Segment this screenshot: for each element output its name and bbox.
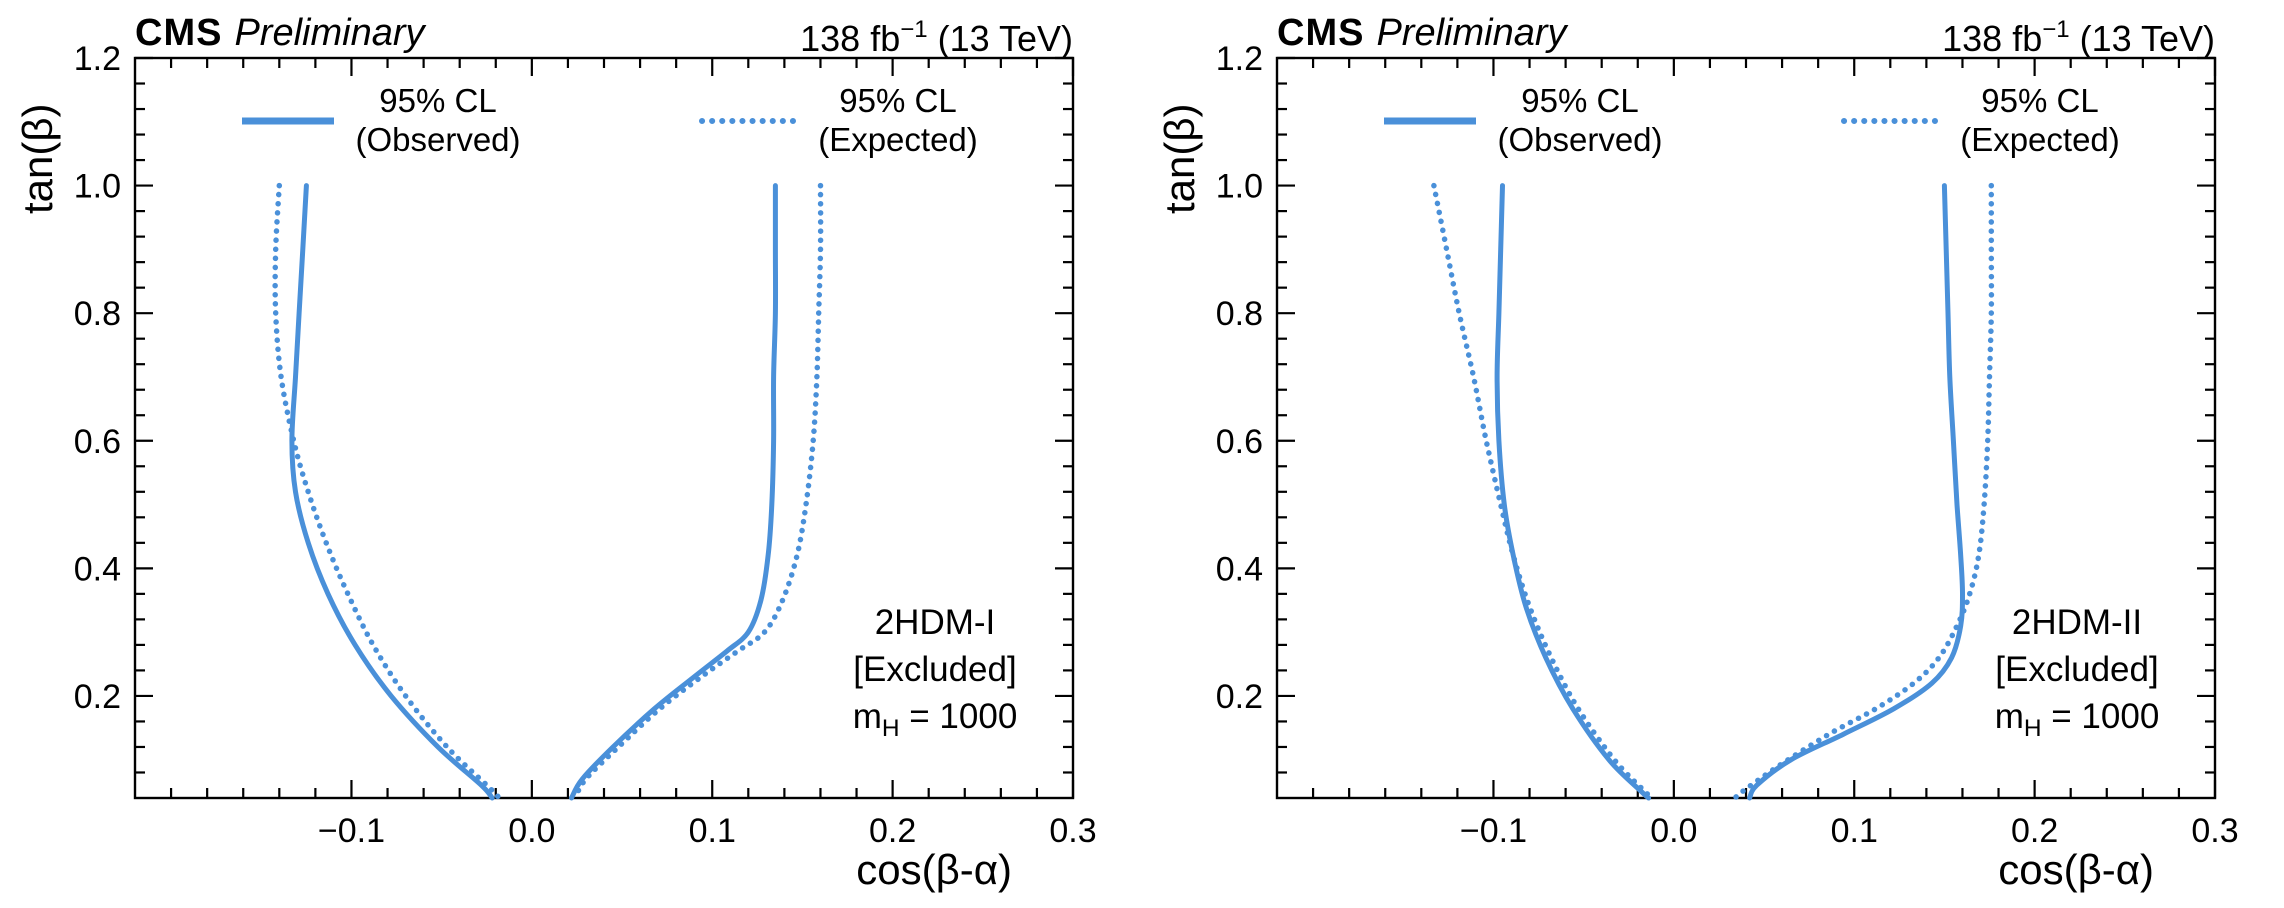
experiment-header: CMS Preliminary <box>135 12 425 55</box>
experiment-name: CMS <box>135 12 223 54</box>
model-annotation: 2HDM-II [Excluded] mH = 1000 <box>1942 600 2212 746</box>
lumi-prefix: 138 fb <box>800 18 901 59</box>
lumi-suffix: (13 TeV) <box>2069 18 2215 59</box>
x-axis-title: cos(β-α) <box>856 846 1012 893</box>
legend-entry-observed: 95% CL (Observed) <box>238 82 528 160</box>
svg-text:0.2: 0.2 <box>74 678 121 716</box>
svg-text:0.6: 0.6 <box>74 423 121 461</box>
lumi-prefix: 138 fb <box>1942 18 2043 59</box>
chart-canvas: −0.1 0.0 0.1 0.2 0.3 0.2 0.4 0.6 0.8 1.0 1.2 <box>1216 40 2239 850</box>
lumi-suffix: (13 TeV) <box>927 18 1073 59</box>
svg-text:−0.1: −0.1 <box>318 812 385 850</box>
legend-observed-cl: 95% CL <box>1521 82 1639 119</box>
legend-observed-label: (Observed) <box>355 120 521 158</box>
legend-expected-label: (Expected) <box>818 120 978 158</box>
legend-expected-text: 95% CL (Expected) <box>808 82 988 160</box>
mass-value: = 1000 <box>899 696 1018 736</box>
model-name: 2HDM-II <box>2011 603 2143 642</box>
plot-panel-2hdm-ii: −0.1 0.0 0.1 0.2 0.3 0.2 0.4 0.6 0.8 1.0 1.2 CMS Pr… <box>1142 0 2284 908</box>
model-name: 2HDM-I <box>874 603 996 642</box>
model-annotation: 2HDM-I [Excluded] mH = 1000 <box>800 600 1070 746</box>
svg-text:0.2: 0.2 <box>2011 812 2058 850</box>
expected-line-sample-icon <box>1841 117 1939 124</box>
y-axis-title: tan(β) <box>14 103 61 214</box>
mass-subscript: H <box>881 714 900 742</box>
observed-line-sample-icon <box>1384 117 1476 125</box>
chart-canvas: −0.1 0.0 0.1 0.2 0.3 0.2 0.4 0.6 0.8 1.0 1.2 <box>74 40 1097 850</box>
preliminary-label: Preliminary <box>1376 12 1567 54</box>
svg-text:0.6: 0.6 <box>1216 423 1263 461</box>
svg-text:0.1: 0.1 <box>689 812 736 850</box>
svg-text:0.8: 0.8 <box>74 295 121 333</box>
legend-observed-cl: 95% CL <box>379 82 497 119</box>
plot-panel-2hdm-i: −0.1 0.0 0.1 0.2 0.3 0.2 0.4 0.6 0.8 1.0 1.2 CMS Pr… <box>14 12 1097 893</box>
lumi-superscript: −1 <box>2042 16 2070 43</box>
legend-expected-label: (Expected) <box>1960 120 2120 158</box>
legend-entry-expected: 95% CL (Expected) <box>1840 82 2130 160</box>
mass-label: mH = 1000 <box>800 694 1070 746</box>
lumi-superscript: −1 <box>900 16 928 43</box>
svg-text:0.8: 0.8 <box>1216 295 1263 333</box>
excluded-label: [Excluded] <box>853 649 1017 689</box>
mass-value: = 1000 <box>2041 696 2160 736</box>
preliminary-label: Preliminary <box>234 12 425 54</box>
legend-expected-text: 95% CL (Expected) <box>1950 82 2130 160</box>
svg-text:1.0: 1.0 <box>1216 168 1263 206</box>
mass-subscript: H <box>2023 714 2042 742</box>
svg-text:1.2: 1.2 <box>1216 40 1263 78</box>
mass-label: mH = 1000 <box>1942 694 2212 746</box>
legend-entry-observed: 95% CL (Observed) <box>1380 82 1670 160</box>
mass-symbol: m <box>1994 696 2024 736</box>
svg-text:1.0: 1.0 <box>74 168 121 206</box>
legend-observed-text: 95% CL (Observed) <box>1490 82 1670 160</box>
excluded-label: [Excluded] <box>1995 649 2159 689</box>
experiment-name: CMS <box>1277 12 1365 54</box>
x-axis-title: cos(β-α) <box>1998 846 2154 893</box>
svg-text:0.3: 0.3 <box>1049 812 1096 850</box>
legend-entry-expected: 95% CL (Expected) <box>698 82 988 160</box>
legend-observed-label: (Observed) <box>1497 120 1663 158</box>
y-axis-title: tan(β) <box>1156 103 1203 214</box>
legend-expected-cl: 95% CL <box>839 82 957 119</box>
svg-text:0.0: 0.0 <box>1650 812 1697 850</box>
svg-text:−0.1: −0.1 <box>1460 812 1527 850</box>
observed-line-sample-icon <box>242 117 334 125</box>
svg-text:0.1: 0.1 <box>1831 812 1878 850</box>
svg-text:0.2: 0.2 <box>1216 678 1263 716</box>
luminosity-label: 138 fb−1 (13 TeV) <box>1942 16 2215 60</box>
svg-text:0.0: 0.0 <box>508 812 555 850</box>
svg-text:0.4: 0.4 <box>74 550 121 588</box>
legend-expected-cl: 95% CL <box>1981 82 2099 119</box>
luminosity-label: 138 fb−1 (13 TeV) <box>800 16 1073 60</box>
experiment-header: CMS Preliminary <box>1277 12 1567 55</box>
expected-line-sample-icon <box>699 117 797 124</box>
svg-text:0.2: 0.2 <box>869 812 916 850</box>
svg-text:1.2: 1.2 <box>74 40 121 78</box>
svg-text:0.4: 0.4 <box>1216 550 1263 588</box>
mass-symbol: m <box>852 696 882 736</box>
legend-observed-text: 95% CL (Observed) <box>348 82 528 160</box>
svg-text:0.3: 0.3 <box>2191 812 2238 850</box>
